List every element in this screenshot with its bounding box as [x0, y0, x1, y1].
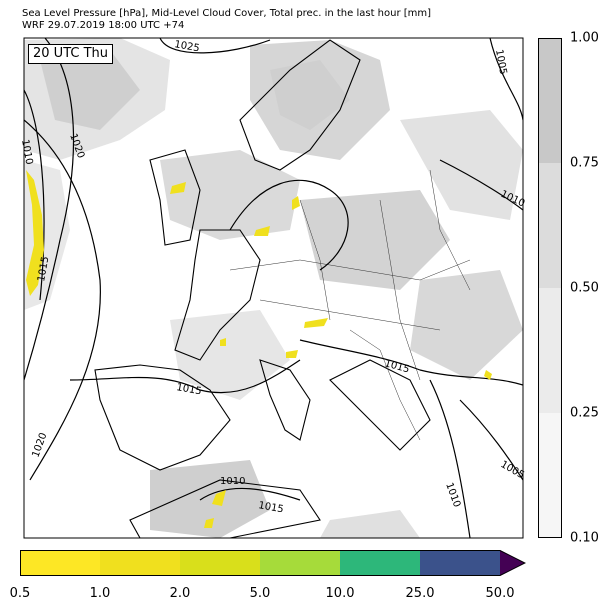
cloud-colorbar-tick: 0.10 — [570, 530, 599, 546]
precip-colorbar-tick: 1.0 — [89, 586, 111, 601]
map-frame — [23, 37, 524, 539]
precip-colorbar-frame — [20, 550, 526, 576]
isobar-label: 1025 — [173, 39, 200, 54]
isobar-label: 1015 — [36, 256, 51, 283]
coastlines — [94, 39, 431, 538]
precip-colorbar-tick: 0.5 — [9, 586, 31, 601]
precip-colorbar-tick: 5.0 — [249, 586, 271, 601]
precip-colorbar-band — [20, 550, 100, 576]
cloud-colorbar-tick: 0.25 — [570, 405, 599, 421]
cloud-colorbar-tick: 0.75 — [570, 155, 599, 171]
cloud-cover-layer — [24, 38, 523, 538]
precip-colorbar-band — [260, 550, 340, 576]
precip-colorbar-band — [420, 550, 500, 576]
title-line-1: Sea Level Pressure [hPa], Mid-Level Clou… — [22, 8, 432, 19]
valid-time-label: 20 UTC Thu — [28, 44, 113, 64]
isobar-label: 1015 — [175, 382, 202, 397]
precip-colorbar-ticks: 0.5 1.0 2.0 5.0 10.0 25.0 50.0 — [0, 586, 613, 606]
cloud-colorbar-tick: 0.50 — [570, 280, 599, 296]
isobar-label: 1015 — [257, 500, 284, 515]
precip-colorbar-tick: 2.0 — [169, 586, 191, 601]
precip-colorbar-band — [340, 550, 420, 576]
precipitation-colorbar — [20, 550, 526, 576]
cloud-colorbar-band — [538, 288, 562, 413]
precip-colorbar-extend-arrow — [500, 550, 525, 576]
country-borders — [229, 169, 471, 441]
isobar-label: 1005 — [493, 49, 508, 76]
cloud-colorbar-tick: 1.00 — [570, 30, 599, 46]
isobar-label: 1010 — [19, 139, 34, 166]
map-title: Sea Level Pressure [hPa], Mid-Level Clou… — [22, 8, 431, 32]
cloud-colorbar-ticks: 1.00 0.75 0.50 0.25 0.10 — [570, 31, 610, 546]
precip-colorbar-band — [100, 550, 180, 576]
cloud-colorbar-band — [538, 163, 562, 288]
isobars — [24, 38, 523, 538]
cloud-colorbar-frame — [538, 38, 562, 538]
cloud-colorbar-band — [538, 413, 562, 538]
precip-colorbar-tick: 10.0 — [325, 586, 355, 601]
precip-colorbar-tick: 50.0 — [485, 586, 515, 601]
title-line-2: WRF 29.07.2019 18:00 UTC +74 — [22, 20, 185, 31]
precip-colorbar-tick: 25.0 — [405, 586, 435, 601]
cloud-cover-colorbar — [538, 38, 562, 538]
cloud-colorbar-band — [538, 38, 562, 163]
isobar-label: 1010 — [220, 476, 245, 487]
precip-colorbar-band — [180, 550, 260, 576]
precipitation-layer — [26, 170, 492, 528]
